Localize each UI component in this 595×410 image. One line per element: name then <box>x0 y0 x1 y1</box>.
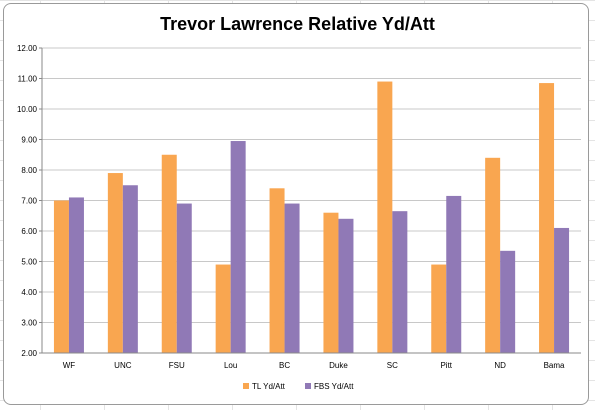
x-tick-label: WF <box>63 361 76 370</box>
bar-tl-fsu <box>161 154 177 353</box>
x-tick-label: Bama <box>544 361 565 370</box>
bar-fbs-nd <box>500 250 516 353</box>
y-tick-label: 6.00 <box>21 227 37 236</box>
y-tick-label: 10.00 <box>17 105 38 114</box>
y-tick-label: 11.00 <box>18 75 38 84</box>
x-tick-label: SC <box>387 361 398 370</box>
bar-fbs-unc <box>122 185 138 353</box>
bar-tl-unc <box>107 173 123 353</box>
bar-fbs-lou <box>230 141 246 353</box>
y-tick-label: 8.00 <box>21 166 37 175</box>
x-tick-label: ND <box>494 361 506 370</box>
bar-tl-sc <box>377 81 393 354</box>
bar-fbs-fsu <box>176 203 192 353</box>
y-tick-label: 5.00 <box>21 258 37 267</box>
legend-label: FBS Yd/Att <box>314 382 354 391</box>
bar-fbs-duke <box>338 218 354 353</box>
bar-tl-bc <box>269 188 285 353</box>
x-tick-label: Pitt <box>440 361 452 370</box>
bar-fbs-pitt <box>446 195 462 353</box>
bar-tl-duke <box>323 212 339 353</box>
chart-title: Trevor Lawrence Relative Yd/Att <box>160 14 435 34</box>
y-tick-label: 3.00 <box>21 319 37 328</box>
bar-fbs-bama <box>554 227 570 353</box>
x-tick-label: UNC <box>114 361 132 370</box>
legend-label: TL Yd/Att <box>252 382 286 391</box>
x-tick-label: BC <box>279 361 290 370</box>
x-tick-label: Lou <box>224 361 237 370</box>
y-tick-label: 9.00 <box>21 136 37 145</box>
y-tick-label: 2.00 <box>21 349 37 358</box>
bar-fbs-wf <box>68 197 84 353</box>
y-tick-label: 4.00 <box>21 288 37 297</box>
legend: TL Yd/Att FBS Yd/Att <box>243 382 354 391</box>
axes: 2.00 3.00 4.00 5.00 6.00 7.00 8.00 9.00 10.00 11.… <box>17 44 581 370</box>
legend-swatch <box>243 383 249 389</box>
bar-fbs-bc <box>284 203 300 353</box>
x-tick-label: FSU <box>169 361 185 370</box>
bars <box>53 81 570 354</box>
x-tick-label: Duke <box>329 361 348 370</box>
bar-tl-lou <box>215 264 231 353</box>
bar-fbs-sc <box>392 211 408 353</box>
bar-tl-nd <box>485 157 501 353</box>
y-tick-label: 12.00 <box>17 44 38 53</box>
bar-tl-pitt <box>431 264 447 353</box>
bar-tl-bama <box>539 83 555 353</box>
bar-tl-wf <box>53 200 69 353</box>
legend-swatch <box>305 383 311 389</box>
y-tick-label: 7.00 <box>21 197 37 206</box>
